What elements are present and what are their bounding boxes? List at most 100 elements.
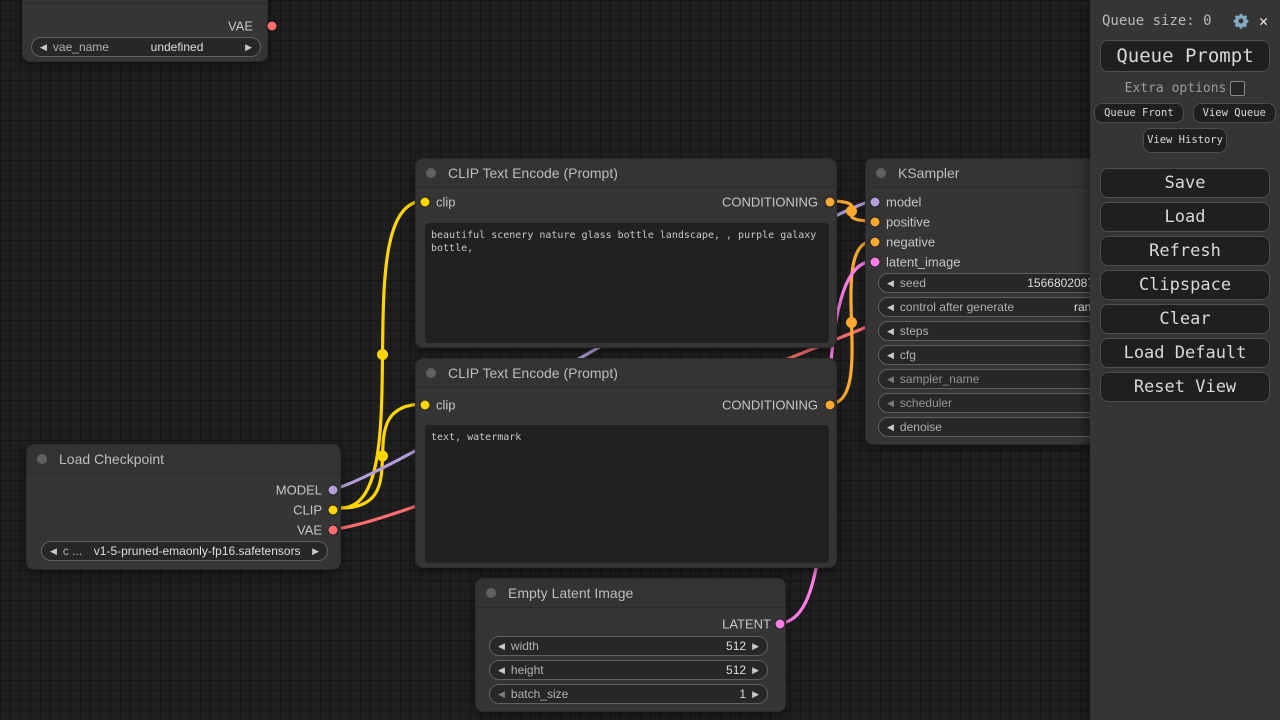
widget-label: control after generate (899, 300, 1014, 314)
decrement-icon[interactable]: ◀ (887, 397, 894, 408)
decrement-icon[interactable]: ◀ (498, 640, 505, 651)
increment-icon[interactable]: ▶ (312, 545, 319, 556)
link-midpoint-dot (377, 450, 388, 462)
widget-sampler-name[interactable]: ◀ sampler_name (878, 369, 1129, 389)
node-title: CLIP Text Encode (Prompt) (448, 365, 618, 381)
node-title: CLIP Text Encode (Prompt) (448, 165, 618, 181)
decrement-icon[interactable]: ◀ (887, 277, 894, 288)
node-title-bar (23, 0, 267, 4)
clipspace-button[interactable]: Clipspace (1100, 269, 1270, 300)
collapse-dot[interactable] (486, 588, 496, 598)
increment-icon[interactable]: ▶ (752, 640, 759, 651)
widget-seed[interactable]: ◀ seed 1566802087 (878, 273, 1129, 293)
decrement-icon[interactable]: ◀ (498, 688, 505, 699)
input-port-clip[interactable] (420, 197, 430, 207)
increment-icon[interactable]: ▶ (752, 664, 759, 675)
increment-icon[interactable]: ▶ (752, 688, 759, 699)
input-label-negative: negative (886, 234, 936, 250)
output-label-model: MODEL (275, 482, 322, 498)
node-load-checkpoint[interactable]: Load Checkpoint MODEL CLIP VAE ◀ c ... v… (26, 444, 341, 570)
load-button[interactable]: Load (1100, 201, 1270, 232)
view-queue-button[interactable]: View Queue (1192, 103, 1276, 123)
settings-gear-icon[interactable] (1232, 12, 1250, 30)
input-port-latent-image[interactable] (870, 257, 880, 267)
prompt-textarea[interactable]: beautiful scenery nature glass bottle la… (425, 223, 829, 343)
decrement-icon[interactable]: ◀ (887, 349, 894, 360)
widget-value: v1-5-pruned-emaonly-fp16.safetensors (93, 544, 301, 558)
view-history-button[interactable]: View History (1143, 128, 1227, 153)
output-label-conditioning: CONDITIONING (721, 397, 818, 413)
widget-label: vae_name (52, 40, 109, 54)
output-port-latent[interactable] (775, 619, 785, 629)
widget-label: steps (899, 324, 929, 338)
clear-button[interactable]: Clear (1100, 303, 1270, 334)
increment-icon[interactable]: ▶ (245, 41, 252, 52)
widget-cfg[interactable]: ◀ cfg (878, 345, 1129, 365)
node-title: KSampler (898, 165, 960, 181)
widget-width[interactable]: ◀ width 512 ▶ (489, 636, 768, 656)
decrement-icon[interactable]: ◀ (887, 373, 894, 384)
collapse-dot[interactable] (876, 168, 886, 178)
widget-value: undefined (150, 40, 204, 54)
output-port-conditioning[interactable] (825, 197, 835, 207)
widget-scheduler[interactable]: ◀ scheduler (878, 393, 1129, 413)
close-icon[interactable]: ✕ (1258, 12, 1268, 30)
decrement-icon[interactable]: ◀ (40, 41, 47, 52)
widget-vae-name[interactable]: ◀ vae_name undefined ▶ (31, 37, 261, 57)
node-title-bar: CLIP Text Encode (Prompt) (416, 359, 836, 388)
output-label-conditioning: CONDITIONING (721, 194, 818, 210)
widget-label: height (510, 663, 544, 677)
node-title-bar: Load Checkpoint (27, 445, 340, 474)
node-clip-text-encode-negative[interactable]: CLIP Text Encode (Prompt) clip CONDITION… (415, 358, 837, 568)
decrement-icon[interactable]: ◀ (887, 421, 894, 432)
decrement-icon[interactable]: ◀ (498, 664, 505, 675)
output-label-vae: VAE (296, 522, 322, 538)
reset-view-button[interactable]: Reset View (1100, 371, 1270, 402)
node-empty-latent-image[interactable]: Empty Latent Image LATENT ◀ width 512 ▶ … (475, 578, 786, 712)
widget-value: 1566802087 (1027, 276, 1094, 290)
input-port-positive[interactable] (870, 217, 880, 227)
input-port-model[interactable] (870, 197, 880, 207)
refresh-button[interactable]: Refresh (1100, 235, 1270, 266)
node-title-bar: Empty Latent Image (476, 579, 785, 608)
widget-denoise[interactable]: ◀ denoise (878, 417, 1129, 437)
output-label-clip: CLIP (293, 502, 322, 518)
decrement-icon[interactable]: ◀ (887, 301, 894, 312)
queue-prompt-button[interactable]: Queue Prompt (1100, 40, 1270, 72)
widget-label: batch_size (510, 687, 569, 701)
node-clip-text-encode-positive[interactable]: CLIP Text Encode (Prompt) clip CONDITION… (415, 158, 837, 348)
comfy-menu: Queue size: 0 ✕ Queue Prompt Extra optio… (1090, 0, 1280, 720)
widget-label: denoise (899, 420, 942, 434)
widget-value: 512 (726, 663, 747, 677)
widget-batch-size[interactable]: ◀ batch_size 1 ▶ (489, 684, 768, 704)
output-port-clip[interactable] (328, 505, 338, 515)
collapse-dot[interactable] (426, 368, 436, 378)
prompt-textarea[interactable]: text, watermark (425, 425, 829, 563)
node-vae-loader[interactable]: VAE ◀ vae_name undefined ▶ (22, 0, 277, 62)
widget-value: 1 (739, 687, 747, 701)
widget-height[interactable]: ◀ height 512 ▶ (489, 660, 768, 680)
input-port-clip[interactable] (420, 400, 430, 410)
input-label-positive: positive (886, 214, 931, 230)
output-label-latent: LATENT (722, 616, 771, 632)
widget-label: sampler_name (899, 372, 980, 386)
load-default-button[interactable]: Load Default (1100, 337, 1270, 368)
output-port-model[interactable] (328, 485, 338, 495)
collapse-dot[interactable] (426, 168, 436, 178)
widget-value: 512 (726, 639, 747, 653)
output-port-vae[interactable] (328, 525, 338, 535)
save-button[interactable]: Save (1100, 167, 1270, 198)
collapse-dot[interactable] (37, 454, 47, 464)
input-port-negative[interactable] (870, 237, 880, 247)
output-port-conditioning[interactable] (825, 400, 835, 410)
decrement-icon[interactable]: ◀ (887, 325, 894, 336)
output-label-vae: VAE (227, 18, 253, 34)
widget-label: c ... (62, 544, 83, 558)
widget-ckpt-name[interactable]: ◀ c ... v1-5-pruned-emaonly-fp16.safeten… (41, 541, 328, 561)
queue-size-label: Queue size: 0 (1102, 13, 1212, 29)
queue-front-button[interactable]: Queue Front (1094, 103, 1184, 123)
decrement-icon[interactable]: ◀ (50, 545, 57, 556)
output-port-vae[interactable] (267, 21, 277, 31)
extra-options-checkbox[interactable] (1230, 81, 1246, 96)
